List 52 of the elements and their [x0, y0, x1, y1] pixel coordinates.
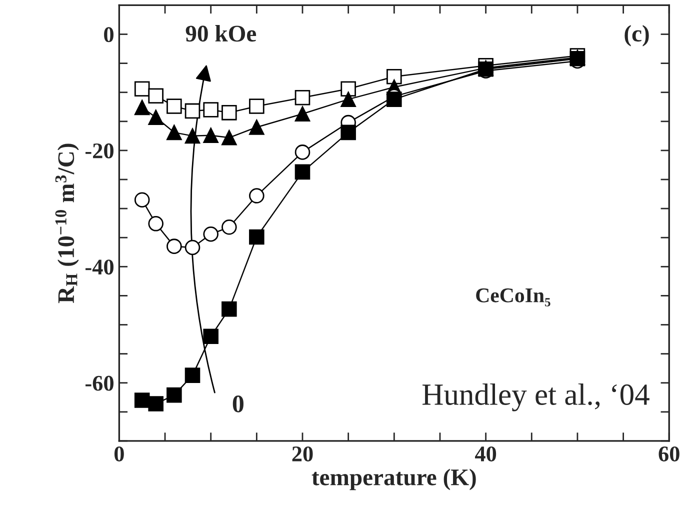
- point: [134, 192, 150, 208]
- x-tick-label: 60: [658, 446, 680, 462]
- y-tick-label: -20: [86, 143, 114, 158]
- point: [134, 81, 150, 97]
- point: [249, 120, 264, 135]
- point: [386, 92, 402, 107]
- point: [184, 240, 200, 256]
- point: [203, 226, 218, 242]
- point: [222, 130, 237, 146]
- point: [134, 392, 150, 408]
- point: [134, 100, 150, 116]
- point: [386, 69, 402, 84]
- point: [166, 124, 182, 140]
- point: [222, 301, 237, 317]
- annotation: 0: [232, 395, 244, 412]
- y-axis-title: R$_{H}$ (10$^{−10}$ m$^{3}$/C): [55, 144, 79, 304]
- point: [249, 188, 264, 204]
- point: [148, 110, 164, 125]
- y-tick-label: -60: [86, 376, 114, 391]
- point: [166, 98, 182, 114]
- x-tick-label: 40: [475, 446, 496, 462]
- point: [166, 238, 182, 254]
- y-tick-label: 0: [104, 27, 114, 42]
- annotation: 90 kOe: [186, 24, 256, 42]
- point: [340, 81, 356, 97]
- point: [340, 92, 356, 107]
- point: [222, 105, 237, 120]
- point: [222, 220, 237, 235]
- point: [184, 103, 200, 119]
- point: [166, 387, 182, 403]
- point: [249, 229, 264, 245]
- point: [148, 216, 164, 232]
- point: [294, 164, 310, 180]
- point: [184, 368, 200, 383]
- x-tick-label: 0: [114, 446, 124, 462]
- point: [294, 144, 310, 160]
- point: [203, 328, 218, 344]
- point: [249, 98, 264, 114]
- x-axis-title: temperature (K): [312, 468, 476, 490]
- point: [340, 124, 356, 140]
- point: [203, 102, 218, 118]
- annotation: Hundley et al., ‘04: [422, 383, 650, 412]
- point: [184, 128, 200, 144]
- point: [148, 88, 164, 104]
- annotation: CeCoIn₅: [476, 288, 550, 306]
- x-tick-label: 20: [292, 446, 313, 462]
- point: [294, 90, 310, 106]
- annotation: (c): [624, 24, 649, 46]
- point: [203, 128, 218, 143]
- point: [294, 106, 310, 122]
- y-tick-label: -40: [86, 260, 114, 275]
- point: [148, 396, 164, 412]
